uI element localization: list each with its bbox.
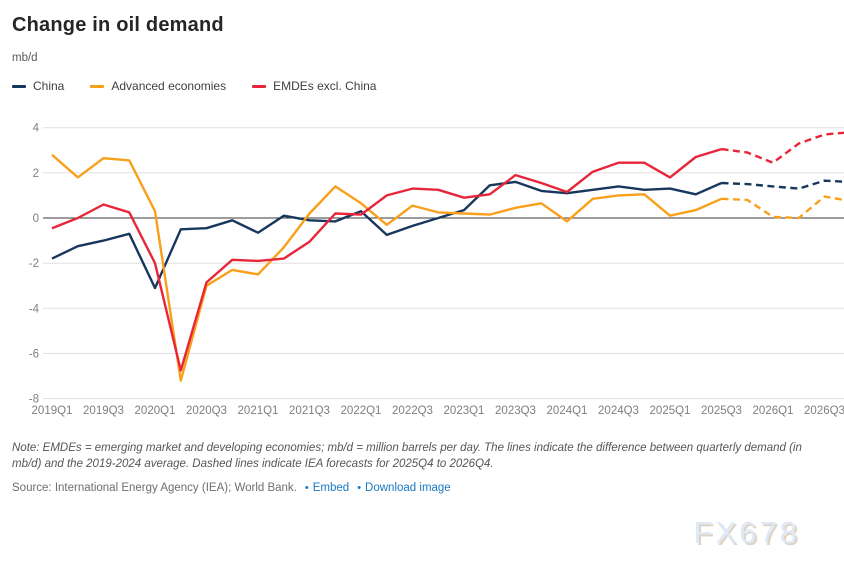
- bullet-icon: •: [357, 481, 362, 494]
- fx678-watermark: FX678: [693, 515, 800, 550]
- svg-text:-6: -6: [29, 349, 39, 361]
- svg-text:2019Q1: 2019Q1: [32, 405, 73, 417]
- source-text: Source: International Energy Agency (IEA…: [12, 481, 297, 494]
- source-line: Source: International Energy Agency (IEA…: [12, 482, 834, 494]
- legend-label: EMDEs excl. China: [273, 79, 377, 93]
- embed-link[interactable]: Embed: [312, 481, 350, 494]
- legend-line-swatch: [90, 84, 105, 88]
- svg-text:-8: -8: [29, 394, 39, 406]
- svg-text:2021Q1: 2021Q1: [238, 405, 279, 417]
- y-axis-unit-label: mb/d: [12, 52, 38, 64]
- legend-line-swatch: [252, 84, 267, 88]
- legend-label: China: [33, 79, 65, 93]
- legend-line-swatch: [12, 84, 26, 88]
- svg-text:2020Q1: 2020Q1: [135, 405, 176, 417]
- svg-text:2022Q1: 2022Q1: [341, 405, 382, 417]
- svg-text:2024Q3: 2024Q3: [598, 405, 639, 417]
- bullet-icon: •: [304, 481, 309, 494]
- svg-text:2021Q3: 2021Q3: [289, 405, 330, 417]
- chart-legend: China Advanced economies EMDEs excl. Chi…: [12, 79, 834, 93]
- svg-text:-2: -2: [29, 258, 39, 270]
- svg-text:0: 0: [33, 213, 39, 225]
- svg-text:4: 4: [33, 123, 40, 135]
- svg-text:-4: -4: [29, 303, 40, 315]
- svg-text:2025Q3: 2025Q3: [701, 405, 742, 417]
- legend-label: Advanced economies: [111, 79, 227, 93]
- svg-text:2023Q3: 2023Q3: [495, 405, 536, 417]
- svg-text:2023Q1: 2023Q1: [444, 405, 485, 417]
- svg-text:2019Q3: 2019Q3: [83, 405, 124, 417]
- download-image-link[interactable]: Download image: [365, 481, 451, 494]
- legend-item-advanced-economies: Advanced economies: [90, 79, 226, 93]
- legend-item-emdes-excl-china: EMDEs excl. China: [252, 79, 376, 93]
- svg-text:2025Q1: 2025Q1: [650, 405, 691, 417]
- svg-text:2026Q1: 2026Q1: [753, 405, 794, 417]
- legend-item-china: China: [12, 79, 64, 93]
- page-title: Change in oil demand: [12, 14, 224, 36]
- svg-text:2026Q3: 2026Q3: [804, 405, 844, 417]
- svg-text:2024Q1: 2024Q1: [547, 405, 588, 417]
- svg-text:2: 2: [33, 168, 39, 180]
- chart-note: Note: EMDEs = emerging market and develo…: [12, 442, 802, 471]
- svg-text:2020Q3: 2020Q3: [186, 405, 227, 417]
- svg-text:2022Q3: 2022Q3: [392, 405, 433, 417]
